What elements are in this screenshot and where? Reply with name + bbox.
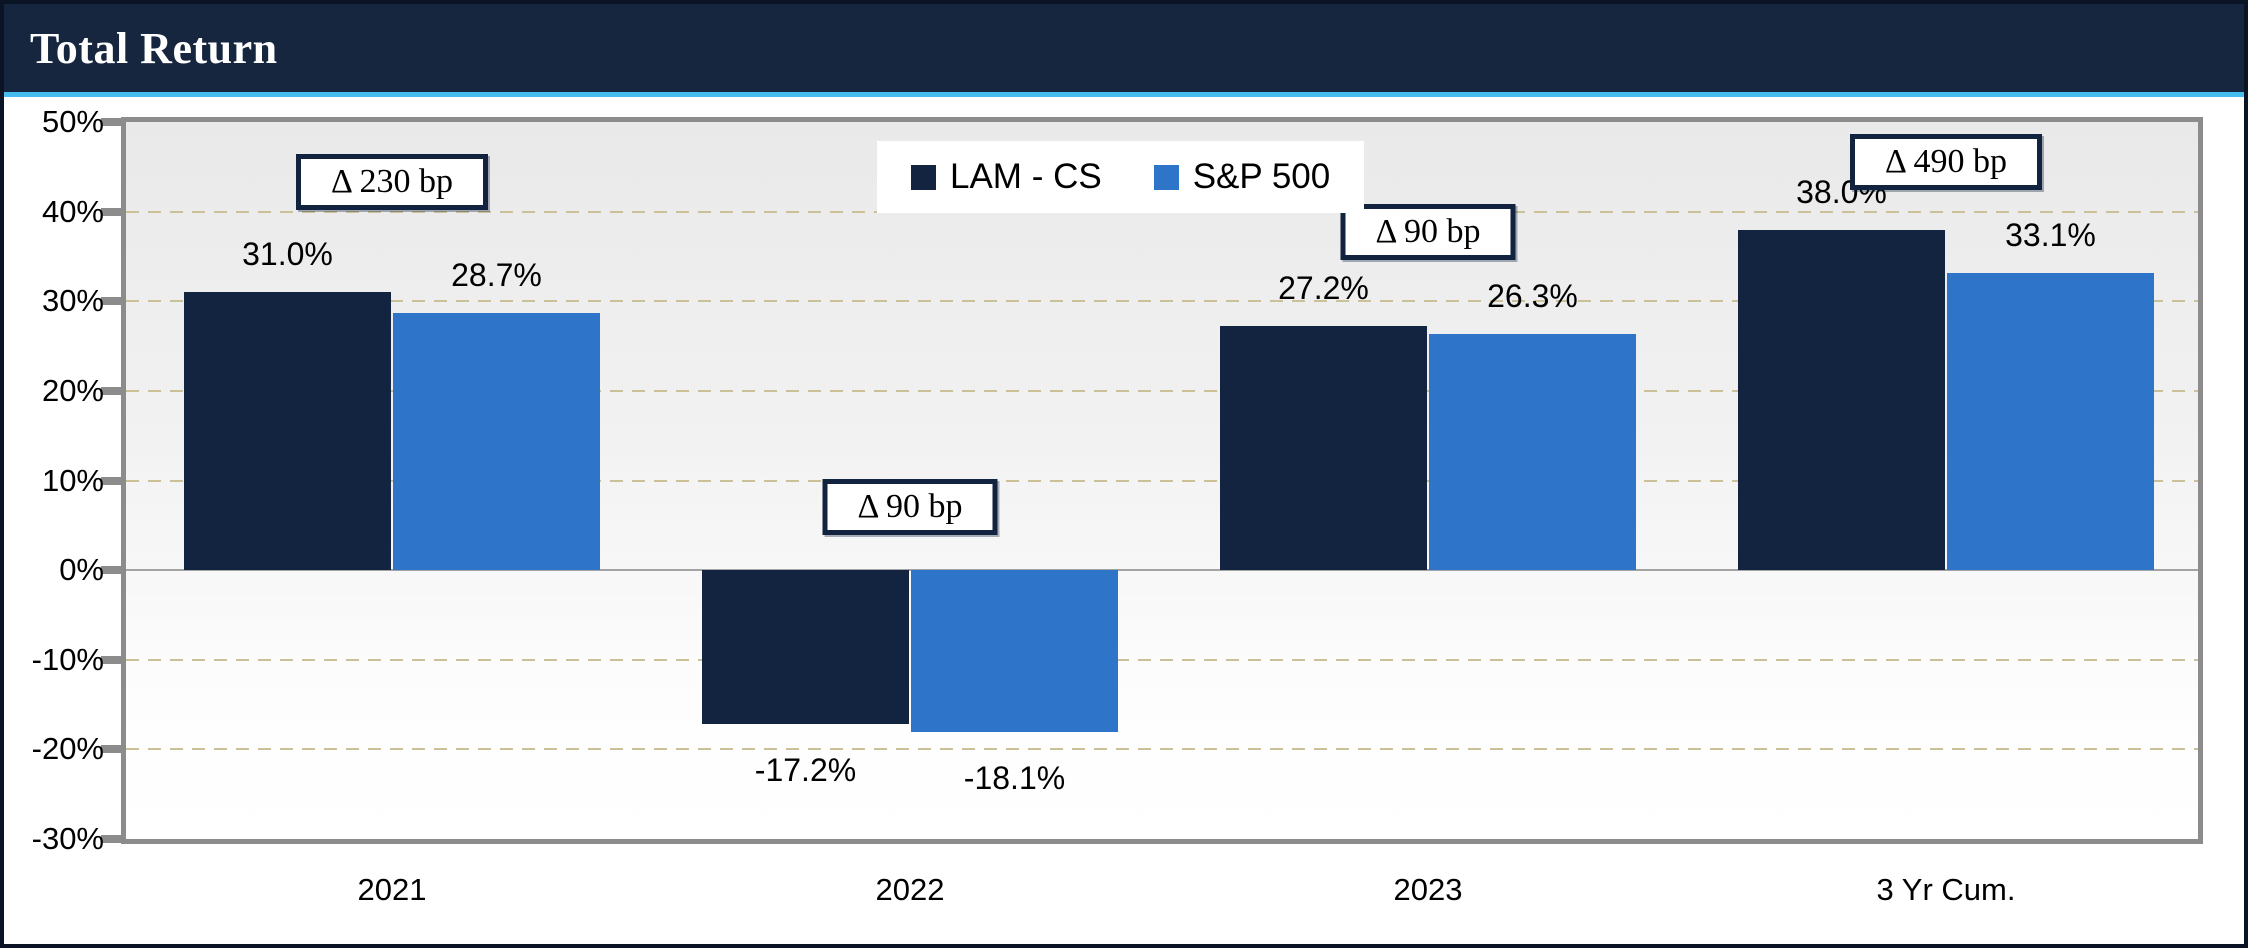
chart-header: Total Return: [4, 4, 2244, 97]
x-axis-label-2023: 2023: [1393, 872, 1463, 907]
x-axis-label-2022: 2022: [875, 872, 945, 907]
y-axis-label: 40%: [41, 193, 104, 229]
x-axis-label-2021: 2021: [357, 872, 427, 907]
y-axis-label: -10%: [31, 641, 104, 677]
page-title: Total Return: [30, 23, 278, 73]
x-axis-label-3-yr-cum: 3 Yr Cum.: [1876, 872, 2016, 907]
legend-label: LAM - CS: [950, 157, 1102, 196]
legend-swatch-icon: [1153, 164, 1179, 190]
y-axis-label: -30%: [31, 821, 104, 856]
y-axis-label: 0%: [59, 552, 104, 588]
y-axis-label: -20%: [31, 731, 104, 767]
legend-item-lam-cs[interactable]: LAM - CS: [911, 157, 1102, 197]
y-axis-label: 30%: [41, 283, 104, 319]
legend-item-s-p-500[interactable]: S&P 500: [1153, 157, 1331, 197]
y-axis-label: 50%: [41, 104, 104, 139]
y-axis-label: 10%: [41, 462, 104, 498]
legend-label: S&P 500: [1192, 157, 1331, 196]
legend: LAM - CS S&P 500: [877, 141, 1365, 213]
y-axis-label: 20%: [41, 372, 104, 408]
plot-area: [121, 117, 2203, 844]
legend-swatch-icon: [911, 164, 936, 190]
